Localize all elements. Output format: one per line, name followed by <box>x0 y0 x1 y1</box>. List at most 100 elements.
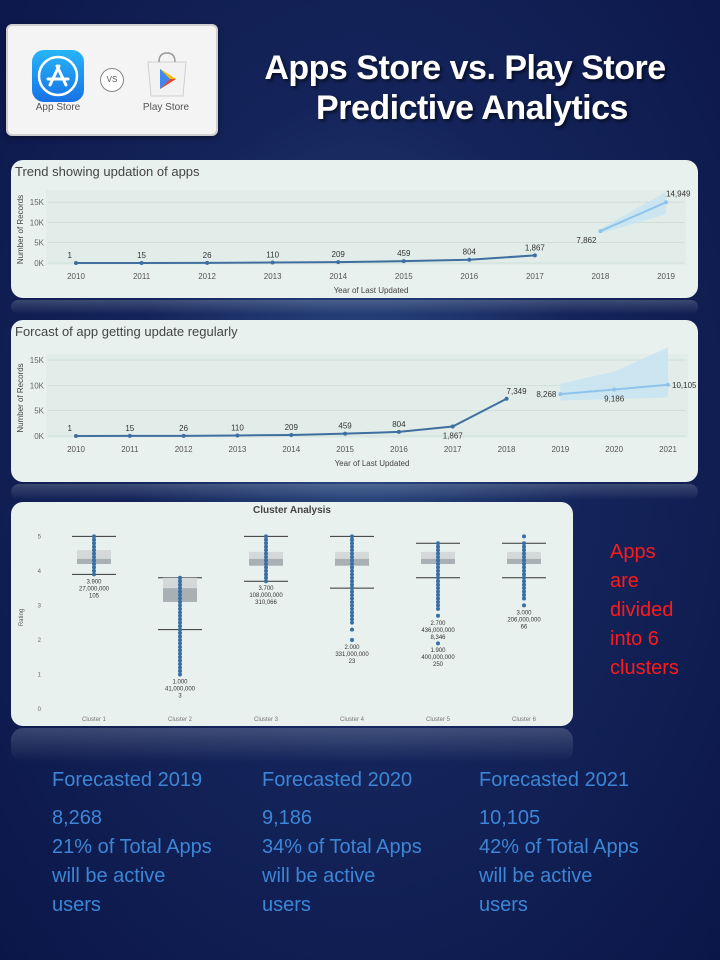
data-label: 1 <box>68 251 73 260</box>
outlier-point <box>436 582 440 587</box>
data-point <box>127 433 132 438</box>
data-point <box>264 565 268 570</box>
cluster-annotation: 41,000,000 <box>165 686 196 692</box>
cluster-annotation: 1.000 <box>172 679 188 685</box>
outlier-point <box>350 617 354 622</box>
data-point <box>178 627 182 632</box>
page-title: Apps Store vs. Play Store Predictive Ana… <box>222 48 708 128</box>
data-point <box>350 568 354 573</box>
data-label: 459 <box>397 249 411 258</box>
y-axis-label: Rating <box>19 609 25 626</box>
data-label: 26 <box>203 251 212 260</box>
cluster-annotation: 1.900 <box>430 648 446 654</box>
cluster-annotation: 250 <box>433 662 444 668</box>
data-point <box>92 568 96 573</box>
data-point <box>235 433 240 438</box>
x-tick-label: 2020 <box>605 445 623 454</box>
data-point <box>350 586 354 591</box>
x-tick-label: Cluster 4 <box>340 717 365 723</box>
cluster-annotation: 400,000,000 <box>421 655 455 661</box>
outlier-point <box>436 641 440 646</box>
x-tick-label: Cluster 2 <box>168 717 193 723</box>
data-point <box>436 572 440 577</box>
cluster-annotation: 3.000 <box>516 610 532 616</box>
data-point <box>350 548 354 553</box>
reflection <box>11 484 698 500</box>
outlier-point <box>436 593 440 598</box>
data-point <box>436 575 440 580</box>
y-tick-label: 2 <box>38 638 42 644</box>
outlier-point <box>350 599 354 604</box>
outlier-point <box>178 662 182 667</box>
forecast-value: 10,105 <box>479 807 541 829</box>
data-point <box>522 555 526 560</box>
logo-box: App Store VS Play Store <box>6 24 218 136</box>
data-label: 7,349 <box>507 387 528 396</box>
reflection <box>11 300 698 314</box>
outlier-point <box>350 606 354 611</box>
data-point <box>436 561 440 566</box>
data-point <box>264 541 268 546</box>
data-point <box>178 589 182 594</box>
outlier-point <box>350 593 354 598</box>
outlier-point <box>522 603 526 608</box>
y-tick-label: 10K <box>30 218 45 227</box>
app-store-label: App Store <box>35 102 81 113</box>
trend-chart-panel: Trend showing updation of apps 0K 5K 10K 15… <box>11 160 698 298</box>
data-point <box>178 606 182 611</box>
play-store-label: Play Store <box>142 102 190 113</box>
data-point <box>504 396 509 401</box>
data-point <box>74 433 78 438</box>
data-point <box>350 551 354 556</box>
x-tick-label: Cluster 3 <box>254 717 279 723</box>
x-tick-label: 2014 <box>282 445 300 454</box>
cluster-note: Apps are divided into 6 clusters <box>610 538 710 683</box>
outlier-point <box>436 613 440 618</box>
cluster-annotation: 310,066 <box>255 600 277 606</box>
x-tick-label: 2021 <box>659 445 677 454</box>
cluster-annotation: 3.700 <box>258 586 274 592</box>
data-point <box>178 620 182 625</box>
reflection <box>11 728 573 762</box>
cluster-note-line: into 6 <box>610 628 659 650</box>
data-point <box>264 572 268 577</box>
y-tick-label: 1 <box>38 672 42 678</box>
x-tick-label: 2014 <box>329 272 347 281</box>
play-store-icon <box>142 50 192 100</box>
data-point <box>92 551 96 556</box>
x-tick-label: 2016 <box>460 272 478 281</box>
data-point <box>436 568 440 573</box>
forecast-label: 8,268 <box>536 390 557 399</box>
cluster-chart-title: Cluster Analysis <box>253 505 331 516</box>
data-point <box>436 565 440 570</box>
outlier-point <box>350 613 354 618</box>
data-point <box>92 555 96 560</box>
forecast-text: users <box>262 894 311 916</box>
forecast-percent: 34% of Total Apps <box>262 836 422 858</box>
data-point <box>178 582 182 587</box>
data-point <box>350 561 354 566</box>
outlier-point <box>350 610 354 615</box>
outlier-point <box>178 655 182 660</box>
outlier-point <box>522 534 526 539</box>
cluster-note-line: clusters <box>610 657 679 679</box>
cluster-annotation: 331,000,000 <box>335 652 369 658</box>
forecast-label: 10,105 <box>672 381 697 390</box>
outlier-point <box>178 631 182 636</box>
data-point <box>396 429 401 434</box>
data-point <box>350 582 354 587</box>
data-point <box>350 534 354 539</box>
x-tick-label: 2015 <box>395 272 413 281</box>
data-point <box>350 541 354 546</box>
y-tick-label: 0K <box>34 259 44 268</box>
data-point <box>264 579 268 584</box>
forecast-text: will be active <box>479 865 593 887</box>
cluster-annotation: 2.000 <box>344 645 360 651</box>
outlier-point <box>436 589 440 594</box>
data-point <box>178 596 182 601</box>
outlier-point <box>178 669 182 674</box>
cluster-annotation: 3 <box>178 693 182 699</box>
data-point <box>178 599 182 604</box>
data-point <box>350 565 354 570</box>
x-tick-label: 2013 <box>229 445 247 454</box>
